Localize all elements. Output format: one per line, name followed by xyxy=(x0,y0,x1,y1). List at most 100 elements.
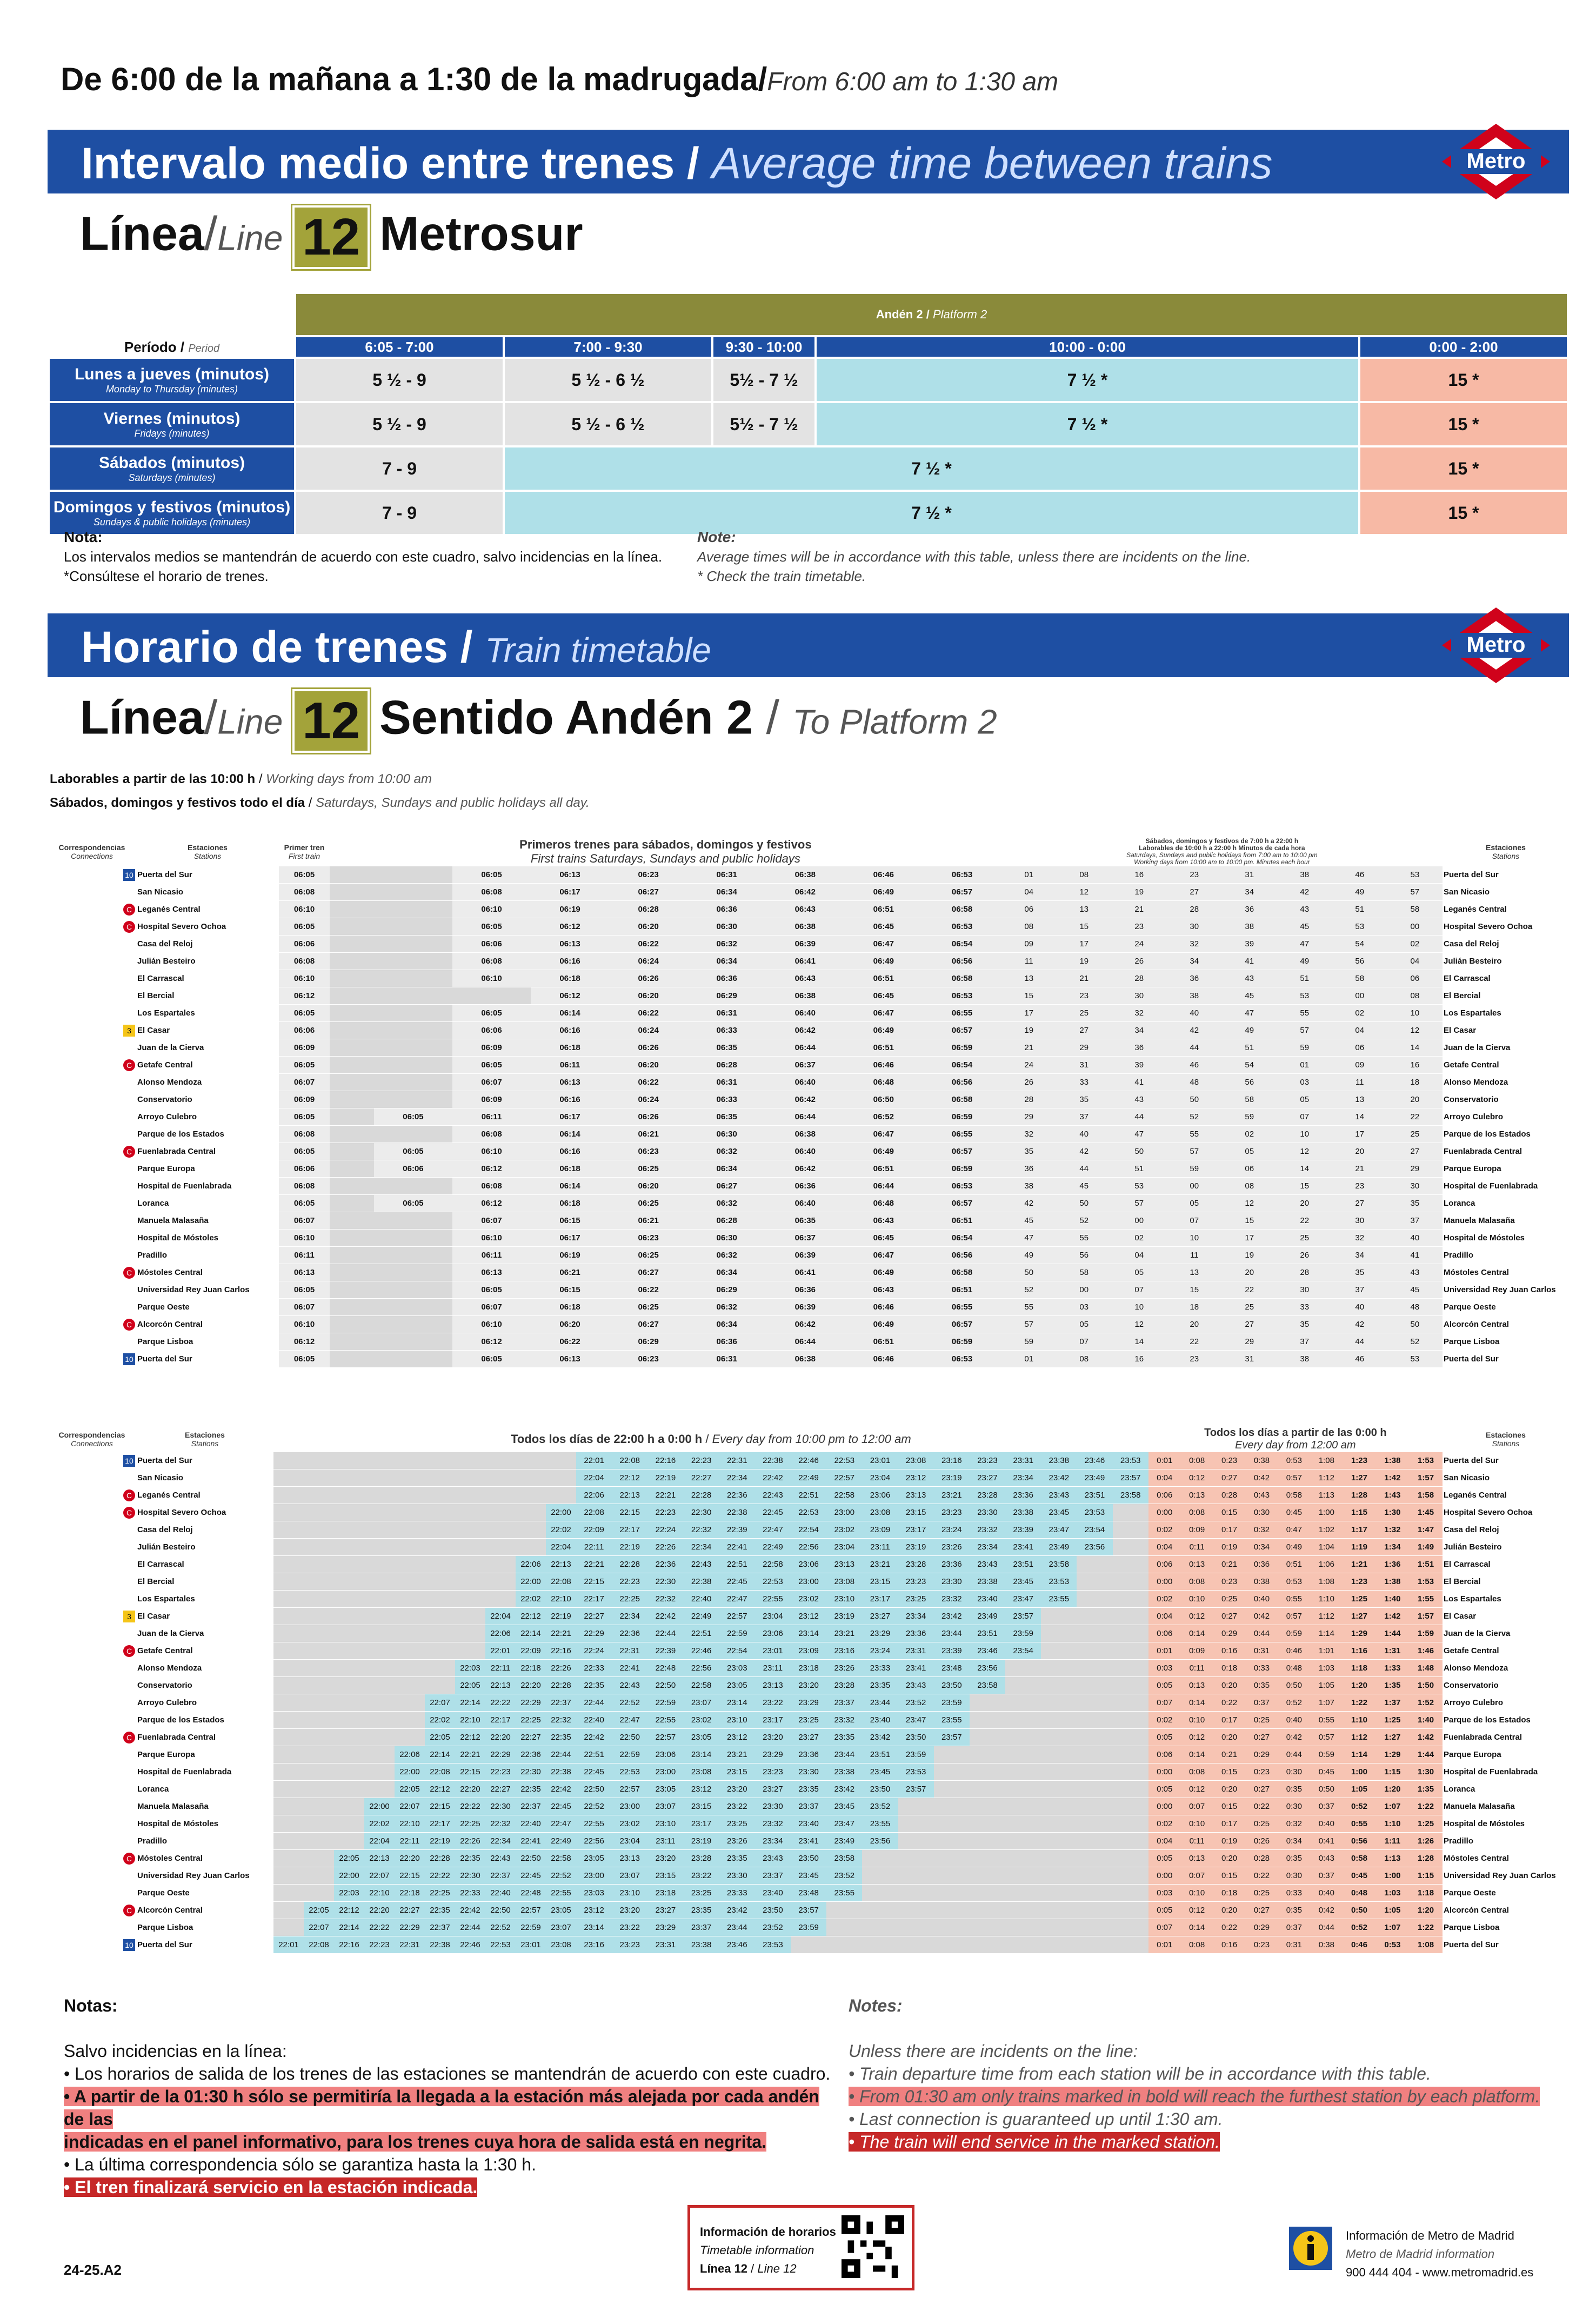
night-time: 22:49 xyxy=(546,1832,576,1850)
station-name: Loranca xyxy=(1443,1194,1569,1212)
night-time: 23:10 xyxy=(826,1590,863,1608)
station-name: Pradillo xyxy=(1443,1832,1569,1850)
station-name: Puerta del Sur xyxy=(1443,1350,1569,1368)
late-time: 1:07 xyxy=(1375,1919,1410,1936)
nota-en: Note: Average times will be in accordance… xyxy=(697,529,1251,584)
minute-cell: 00 xyxy=(1332,987,1387,1005)
minute-cell: 48 xyxy=(1166,1073,1222,1091)
night-time: 23:00 xyxy=(576,1867,612,1885)
weekend-time: 06:54 xyxy=(923,1056,1001,1074)
minute-cell: 08 xyxy=(1001,918,1057,936)
weekend-time: 06:05 xyxy=(452,866,531,884)
night-time: 23:55 xyxy=(862,1815,898,1833)
night-time: 23:19 xyxy=(683,1832,719,1850)
late-time: 0:50 xyxy=(1278,1676,1311,1694)
station-name: Getafe Central xyxy=(136,1642,273,1660)
weekend-time: 06:45 xyxy=(844,987,923,1005)
table-row: Universidad Rey Juan Carlos 22:00 22:07 22:… xyxy=(48,1867,1569,1885)
weekend-time: 06:37 xyxy=(766,1056,845,1074)
weekend-time: 06:40 xyxy=(766,1073,845,1091)
minute-cell: 29 xyxy=(1001,1108,1057,1126)
night-time: 22:09 xyxy=(516,1642,546,1660)
late-time: 0:43 xyxy=(1310,1849,1343,1867)
minute-cell: 08 xyxy=(1056,866,1112,884)
minute-cell: 52 xyxy=(1166,1108,1222,1126)
minute-cell: 14 xyxy=(1277,1160,1332,1178)
late-time: 0:10 xyxy=(1180,1711,1213,1729)
station-name: Fuenlabrada Central xyxy=(1443,1143,1569,1160)
late-time: 0:07 xyxy=(1180,1798,1213,1815)
late-time: 1:03 xyxy=(1310,1659,1343,1677)
night-time: 22:14 xyxy=(516,1625,546,1642)
night-time: 22:27 xyxy=(576,1607,612,1625)
night-time: 23:33 xyxy=(719,1884,755,1902)
minute-cell: 44 xyxy=(1166,1039,1222,1057)
minute-cell: 16 xyxy=(1387,1056,1443,1074)
late-time: 1:30 xyxy=(1375,1504,1410,1521)
weekend-time: 06:36 xyxy=(687,970,766,987)
station-name: Conservatorio xyxy=(136,1091,279,1108)
night-time: 23:28 xyxy=(898,1555,934,1573)
station-name: Hospital Severo Ochoa xyxy=(1443,918,1569,936)
night-time: 22:36 xyxy=(612,1625,648,1642)
night-time: 22:13 xyxy=(612,1486,648,1504)
late-time: 0:03 xyxy=(1148,1659,1181,1677)
night-time: 22:57 xyxy=(647,1728,684,1746)
night-time: 22:59 xyxy=(516,1919,546,1936)
minute-cell: 56 xyxy=(1221,1073,1277,1091)
late-time: 0:53 xyxy=(1278,1452,1311,1469)
minute-cell: 27 xyxy=(1221,1315,1277,1333)
night-time: 23:35 xyxy=(719,1849,755,1867)
station-name: Puerta del Sur xyxy=(1443,1452,1569,1469)
night-time: 22:53 xyxy=(485,1936,516,1954)
night-time: 23:44 xyxy=(933,1625,970,1642)
minute-cell: 45 xyxy=(1387,1281,1443,1299)
night-time: 23:40 xyxy=(969,1590,1006,1608)
late-time: 1:11 xyxy=(1375,1832,1410,1850)
night-time: 23:43 xyxy=(1041,1486,1077,1504)
station-name: Parque Europa xyxy=(1443,1746,1569,1763)
late-time: 0:55 xyxy=(1310,1711,1343,1729)
minute-cell: 24 xyxy=(1001,1056,1057,1074)
interval-band: Intervalo medio entre trenes / Average t… xyxy=(48,124,1569,199)
night-time: 23:29 xyxy=(791,1694,827,1712)
night-time: 23:35 xyxy=(826,1728,863,1746)
weekend-time: 06:50 xyxy=(844,1091,923,1108)
interval-table: Andén 2 / Platform 2 Período / Period 6:… xyxy=(48,292,1569,536)
station-name: Parque Oeste xyxy=(136,1298,279,1316)
weekend-time: 06:58 xyxy=(923,970,1001,987)
weekend-time: 06:47 xyxy=(844,935,923,953)
late-time: 1:22 xyxy=(1343,1694,1376,1712)
weekend-time: 06:10 xyxy=(452,970,531,987)
minute-cell: 27 xyxy=(1166,883,1222,901)
night-time: 23:53 xyxy=(898,1763,934,1781)
minute-cell: 00 xyxy=(1166,1177,1222,1195)
minute-cell: 17 xyxy=(1056,935,1112,953)
station-name: Móstoles Central xyxy=(136,1849,273,1867)
late-time: 1:27 xyxy=(1343,1469,1376,1487)
minute-cell: 35 xyxy=(1277,1315,1332,1333)
night-time: 23:14 xyxy=(576,1919,612,1936)
late-time: 0:46 xyxy=(1278,1642,1311,1660)
station-name: Casa del Reloj xyxy=(1443,935,1569,953)
late-time: 1:00 xyxy=(1310,1504,1343,1521)
night-time: 22:50 xyxy=(612,1728,648,1746)
line-badge: 12 xyxy=(291,204,372,271)
night-time: 23:16 xyxy=(933,1452,970,1469)
table-row: Conservatorio 06:09 06:09 06:16 06:24 06:33 06… xyxy=(48,1091,1569,1108)
weekend-time: 06:39 xyxy=(766,1298,845,1316)
late-time: 1:10 xyxy=(1375,1815,1410,1833)
minute-cell: 12 xyxy=(1056,883,1112,901)
night-time: 22:12 xyxy=(612,1469,648,1487)
late-time: 1:06 xyxy=(1310,1555,1343,1573)
platform-header: Andén 2 / Platform 2 xyxy=(294,292,1569,337)
night-time: 22:41 xyxy=(516,1832,546,1850)
weekend-time: 06:57 xyxy=(923,1143,1001,1160)
minute-cell: 25 xyxy=(1056,1004,1112,1022)
minute-cell: 31 xyxy=(1221,866,1277,884)
station-name: Manuela Malasaña xyxy=(1443,1798,1569,1815)
weekend-time: 06:21 xyxy=(531,1264,610,1281)
late-time: 1:35 xyxy=(1409,1780,1443,1798)
late-time: 0:59 xyxy=(1310,1746,1343,1763)
night-time: 23:37 xyxy=(791,1798,827,1815)
